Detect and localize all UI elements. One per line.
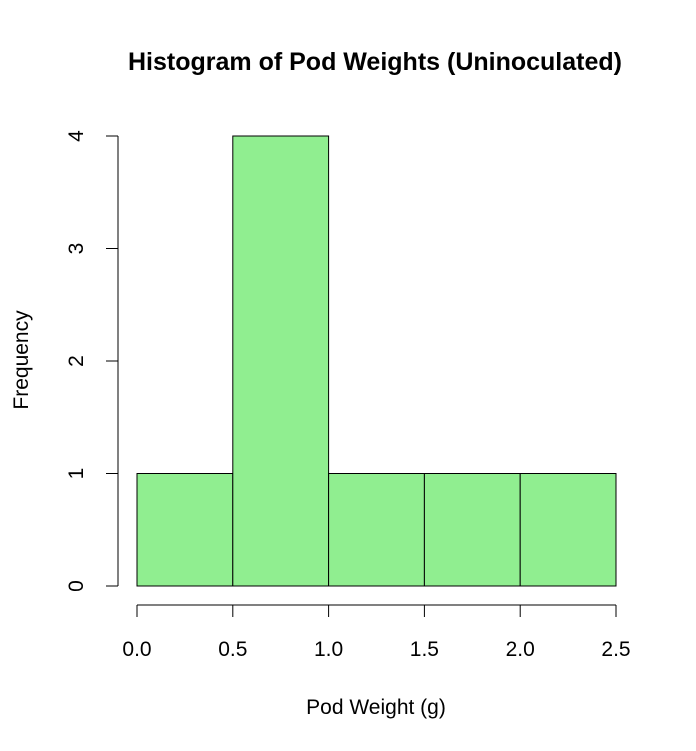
x-axis: 0.0 0.5 1.0 1.5 2.0 2.5 bbox=[122, 604, 631, 661]
x-tick-label: 0.5 bbox=[218, 638, 247, 661]
y-tick-label: 3 bbox=[65, 243, 88, 255]
x-tick-label: 2.5 bbox=[601, 638, 630, 661]
histogram-bar-4 bbox=[423, 473, 521, 587]
x-tick-label: 1.5 bbox=[410, 638, 439, 661]
y-axis-label: Frequency bbox=[10, 310, 33, 410]
y-tick-label: 1 bbox=[65, 468, 88, 480]
x-tick-label: 1.0 bbox=[314, 638, 343, 661]
y-axis: 0 1 2 3 4 bbox=[65, 130, 119, 592]
x-tick-label: 2.0 bbox=[506, 638, 535, 661]
x-axis-label: Pod Weight (g) bbox=[306, 696, 446, 719]
histogram-bar-2 bbox=[232, 135, 330, 587]
chart-title: Histogram of Pod Weights (Uninoculated) bbox=[128, 48, 622, 76]
histogram-bar-5 bbox=[519, 473, 617, 587]
y-tick-label: 2 bbox=[65, 355, 88, 367]
histogram-bar-1 bbox=[136, 473, 234, 587]
histogram-bar-3 bbox=[328, 473, 425, 587]
y-tick-label: 0 bbox=[65, 580, 88, 592]
y-tick-label: 4 bbox=[65, 130, 88, 142]
x-tick-label: 0.0 bbox=[122, 638, 151, 661]
bars-group bbox=[136, 135, 617, 587]
